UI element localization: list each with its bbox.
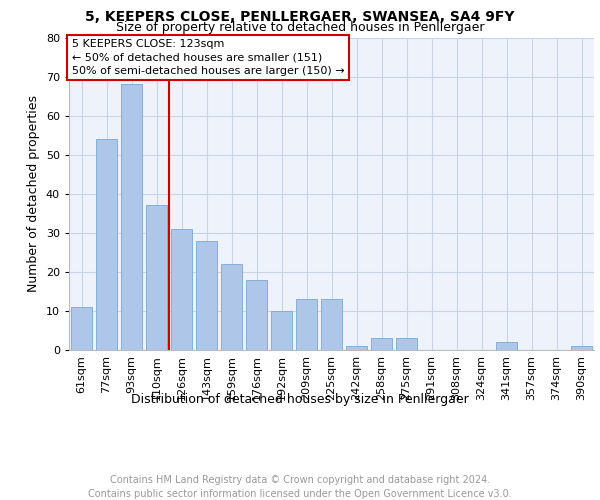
- Bar: [246, 280, 267, 350]
- Bar: [396, 338, 417, 350]
- Y-axis label: Number of detached properties: Number of detached properties: [27, 95, 40, 292]
- Bar: [371, 338, 392, 350]
- Bar: [296, 299, 317, 350]
- Bar: [321, 299, 342, 350]
- Bar: [571, 346, 592, 350]
- Text: Distribution of detached houses by size in Penllergaer: Distribution of detached houses by size …: [131, 392, 469, 406]
- Text: Size of property relative to detached houses in Penllergaer: Size of property relative to detached ho…: [116, 21, 484, 34]
- Bar: [196, 240, 217, 350]
- Text: 5, KEEPERS CLOSE, PENLLERGAER, SWANSEA, SA4 9FY: 5, KEEPERS CLOSE, PENLLERGAER, SWANSEA, …: [85, 10, 515, 24]
- Bar: [171, 229, 192, 350]
- Bar: [71, 307, 92, 350]
- Bar: [146, 206, 167, 350]
- Bar: [271, 311, 292, 350]
- Bar: [496, 342, 517, 350]
- Bar: [346, 346, 367, 350]
- Bar: [121, 84, 142, 350]
- Text: Contains HM Land Registry data © Crown copyright and database right 2024.
Contai: Contains HM Land Registry data © Crown c…: [88, 475, 512, 499]
- Text: 5 KEEPERS CLOSE: 123sqm
← 50% of detached houses are smaller (151)
50% of semi-d: 5 KEEPERS CLOSE: 123sqm ← 50% of detache…: [71, 40, 344, 76]
- Bar: [96, 139, 117, 350]
- Bar: [221, 264, 242, 350]
